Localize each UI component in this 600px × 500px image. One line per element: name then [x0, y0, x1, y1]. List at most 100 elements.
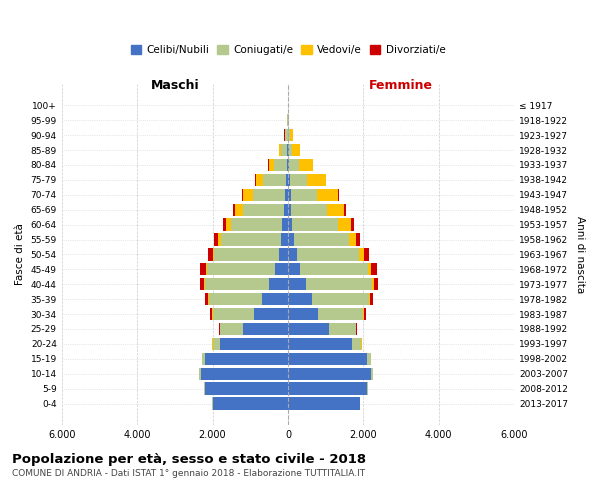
Bar — [202, 352, 288, 365]
Bar — [284, 204, 288, 216]
Bar — [288, 382, 368, 394]
Bar — [269, 278, 288, 290]
Text: Maschi: Maschi — [151, 79, 199, 92]
Bar — [204, 382, 288, 394]
Bar — [220, 323, 288, 335]
Bar — [285, 188, 288, 201]
Bar — [202, 352, 288, 365]
Bar — [214, 234, 288, 245]
Bar — [219, 323, 288, 335]
Bar — [212, 398, 288, 409]
Bar — [288, 188, 290, 201]
Y-axis label: Anni di nascita: Anni di nascita — [575, 216, 585, 293]
Bar — [288, 368, 371, 380]
Bar — [288, 308, 366, 320]
Bar — [226, 218, 288, 230]
Bar — [288, 248, 359, 260]
Bar — [221, 234, 288, 245]
Bar — [212, 308, 288, 320]
Bar — [254, 174, 288, 186]
Bar — [218, 234, 288, 245]
Bar — [288, 308, 364, 320]
Bar — [242, 204, 288, 216]
Bar — [288, 323, 356, 335]
Bar — [202, 352, 288, 365]
Bar — [220, 338, 288, 350]
Bar — [288, 352, 367, 365]
Bar — [288, 293, 369, 306]
Bar — [288, 278, 374, 290]
Bar — [205, 278, 288, 290]
Bar — [282, 218, 288, 230]
Bar — [281, 234, 288, 245]
Bar — [288, 293, 373, 306]
Bar — [287, 114, 288, 126]
Bar — [288, 352, 371, 365]
Bar — [205, 293, 288, 306]
Bar — [288, 129, 293, 141]
Bar — [286, 129, 288, 141]
Bar — [287, 114, 288, 126]
Bar — [212, 338, 288, 350]
Bar — [200, 278, 288, 290]
Bar — [288, 218, 354, 230]
Bar — [288, 188, 339, 201]
Bar — [288, 174, 326, 186]
Bar — [288, 352, 371, 365]
Bar — [274, 159, 288, 171]
Bar — [288, 234, 361, 245]
Bar — [204, 382, 288, 394]
Bar — [288, 204, 327, 216]
Bar — [205, 352, 288, 365]
Bar — [288, 338, 362, 350]
Bar — [288, 234, 349, 245]
Bar — [209, 293, 288, 306]
Bar — [208, 293, 288, 306]
Bar — [208, 248, 288, 260]
Bar — [288, 234, 294, 245]
Bar — [269, 159, 288, 171]
Bar — [244, 188, 288, 201]
Bar — [287, 144, 288, 156]
Bar — [212, 338, 288, 350]
Bar — [286, 174, 288, 186]
Bar — [288, 278, 372, 290]
Bar — [288, 218, 292, 230]
Bar — [281, 144, 288, 156]
Bar — [288, 263, 371, 276]
Bar — [288, 308, 364, 320]
Bar — [288, 293, 313, 306]
Bar — [204, 382, 288, 394]
Bar — [223, 218, 288, 230]
Bar — [284, 129, 288, 141]
Bar — [232, 218, 288, 230]
Bar — [288, 129, 290, 141]
Bar — [288, 144, 300, 156]
Bar — [288, 338, 362, 350]
Bar — [242, 323, 288, 335]
Y-axis label: Fasce di età: Fasce di età — [15, 224, 25, 286]
Bar — [212, 308, 288, 320]
Bar — [288, 204, 346, 216]
Bar — [233, 204, 288, 216]
Bar — [253, 188, 288, 201]
Bar — [288, 398, 360, 409]
Bar — [212, 398, 288, 409]
Bar — [288, 234, 356, 245]
Bar — [288, 263, 300, 276]
Bar — [288, 308, 318, 320]
Bar — [288, 248, 364, 260]
Bar — [220, 323, 288, 335]
Bar — [288, 293, 370, 306]
Bar — [256, 174, 288, 186]
Bar — [288, 352, 371, 365]
Bar — [288, 278, 306, 290]
Bar — [263, 174, 288, 186]
Bar — [288, 248, 368, 260]
Bar — [288, 159, 289, 171]
Bar — [288, 204, 344, 216]
Bar — [254, 308, 288, 320]
Bar — [288, 382, 368, 394]
Bar — [288, 188, 338, 201]
Bar — [287, 159, 288, 171]
